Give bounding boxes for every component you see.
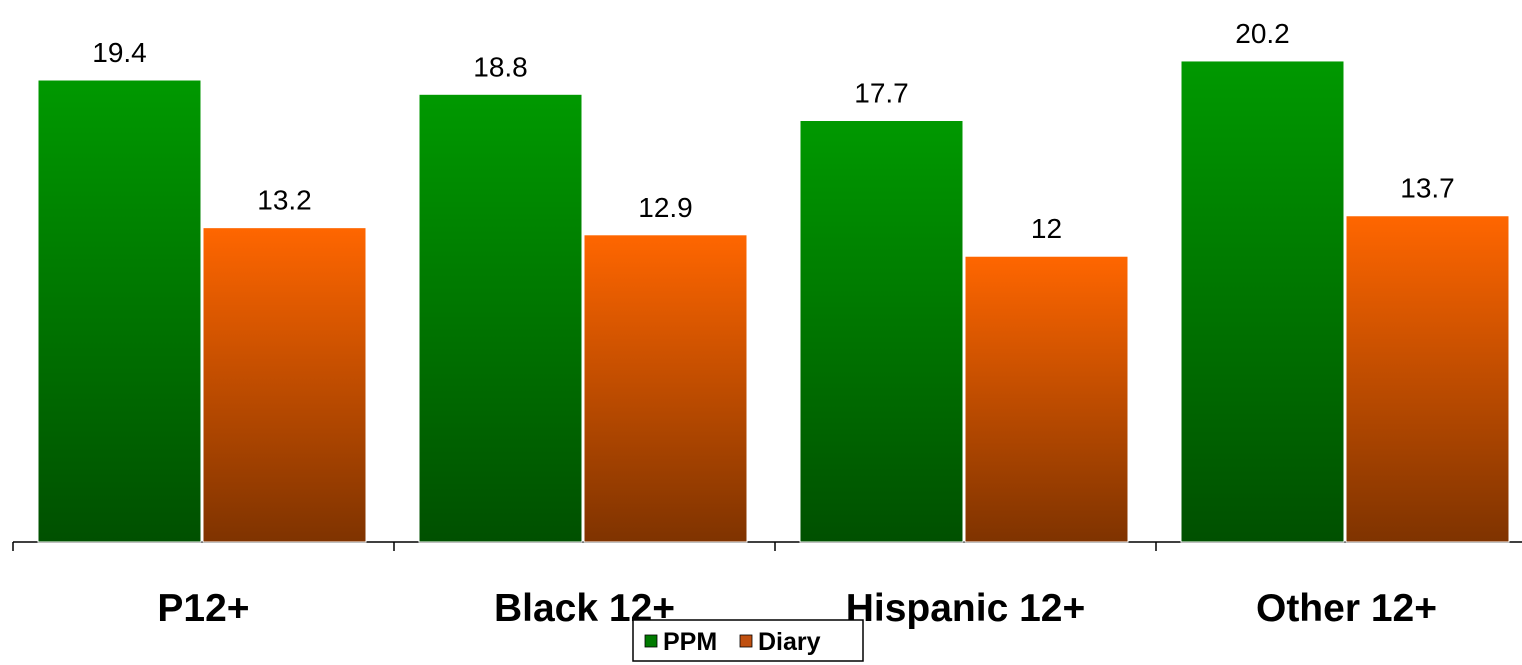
category-label: P12+ (157, 587, 249, 630)
bar-ppm-3 (1180, 60, 1345, 543)
bar-diary-0 (202, 227, 367, 543)
data-label-ppm-2: 17.7 (854, 77, 909, 108)
bar-diary-3 (1345, 215, 1510, 543)
category-label: Other 12+ (1256, 587, 1437, 630)
bars (37, 60, 1510, 543)
data-label-diary-2: 12 (1031, 213, 1062, 244)
data-label-diary-3: 13.7 (1400, 173, 1455, 204)
bar-ppm-1 (418, 93, 583, 543)
data-label-ppm-0: 19.4 (92, 37, 147, 68)
legend-label-diary: Diary (758, 628, 821, 656)
data-labels: 19.4 13.2 18.8 12.9 17.7 12 20.2 13.7 (92, 18, 1455, 244)
legend-swatch-diary (739, 634, 753, 648)
bar-diary-2 (964, 255, 1129, 543)
bar-diary-1 (583, 234, 748, 543)
data-label-ppm-1: 18.8 (473, 51, 528, 82)
category-label: Hispanic 12+ (846, 587, 1086, 630)
bar-ppm-0 (37, 79, 202, 543)
legend-swatch-ppm (644, 634, 658, 648)
legend-box (632, 619, 864, 662)
data-label-ppm-3: 20.2 (1235, 18, 1290, 49)
legend: PPM Diary (632, 619, 864, 662)
data-label-diary-0: 13.2 (257, 185, 312, 216)
bar-ppm-2 (799, 119, 964, 543)
category-labels: P12+ Black 12+ Hispanic 12+ Other 12+ (157, 587, 1437, 630)
x-axis (12, 541, 1522, 551)
data-label-diary-1: 12.9 (638, 192, 693, 223)
legend-label-ppm: PPM (663, 628, 717, 656)
